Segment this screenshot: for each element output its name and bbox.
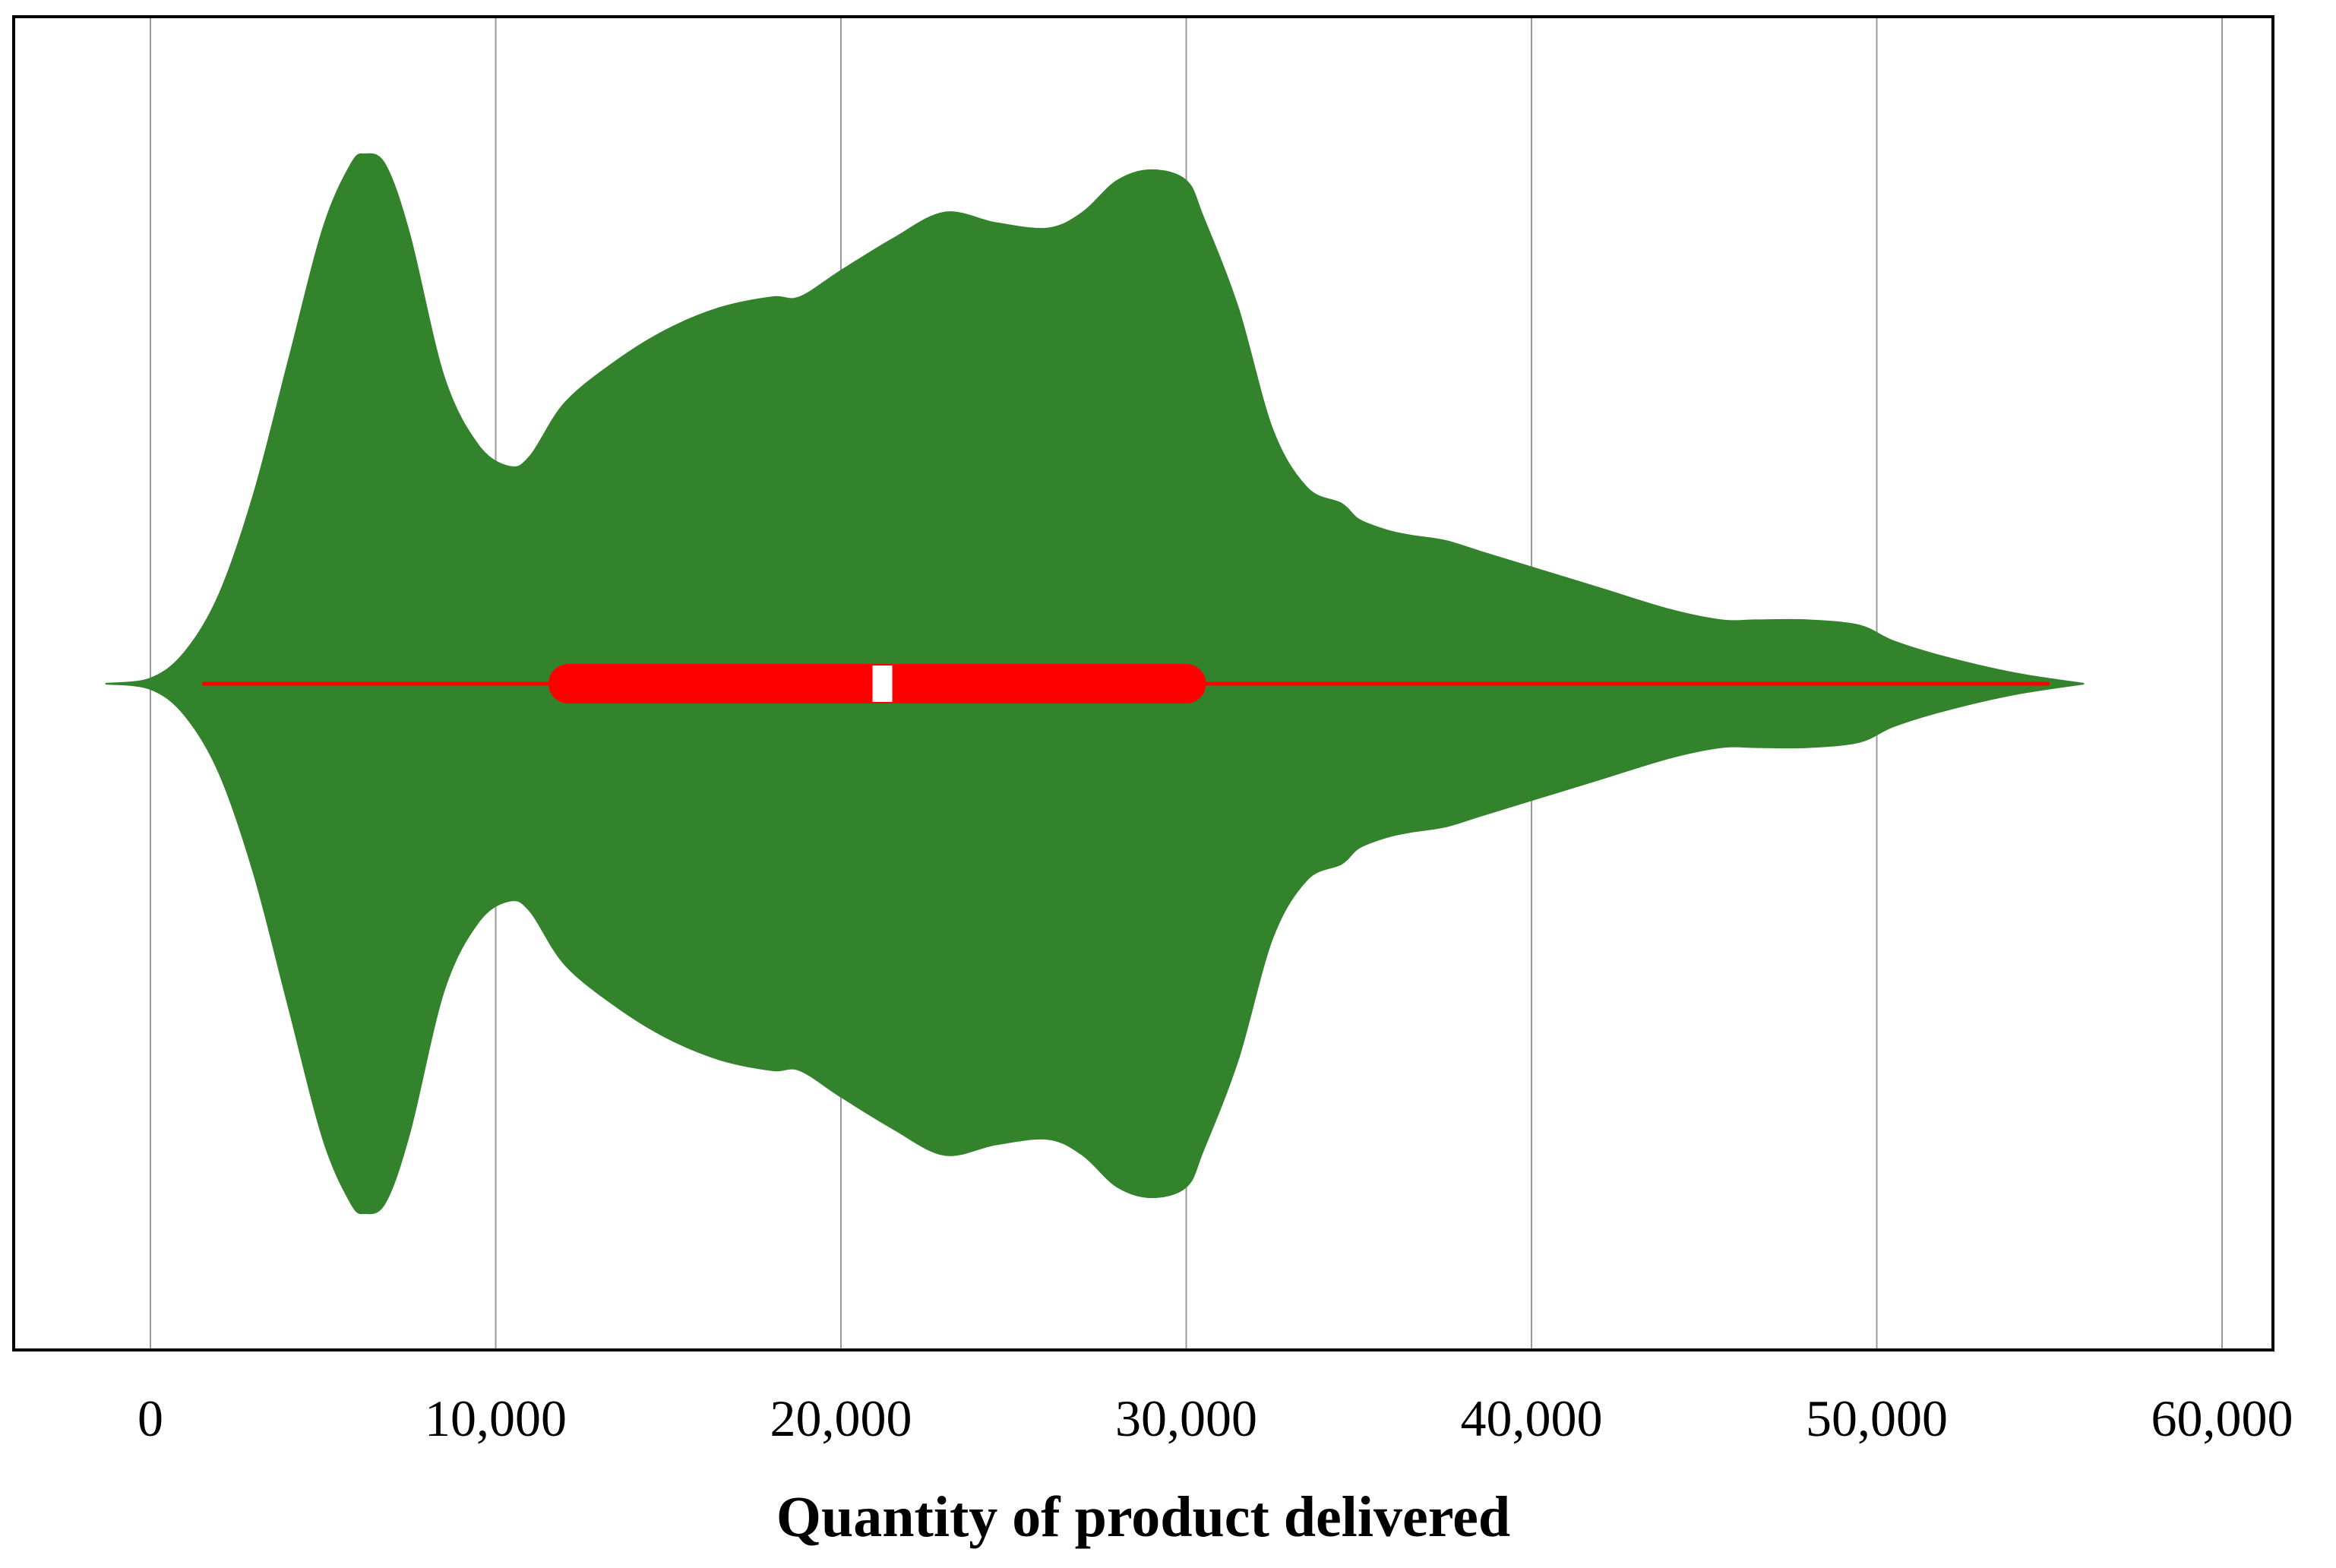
x-tick-label: 20,000	[770, 1389, 912, 1447]
median-marker	[872, 665, 893, 702]
x-tick-label: 50,000	[1806, 1389, 1948, 1447]
x-tick-label: 0	[138, 1389, 163, 1447]
x-axis-title: Quantity of product delivered	[776, 1485, 1510, 1549]
x-tick-label: 10,000	[425, 1389, 567, 1447]
x-tick-label: 30,000	[1115, 1389, 1257, 1447]
x-tick-labels: 0 10,000 20,000 30,000 40,000 50,000 60,000	[138, 1389, 2293, 1447]
box-plot	[202, 664, 2050, 703]
plot-frame	[12, 15, 2274, 1351]
x-tick-label: 40,000	[1461, 1389, 1603, 1447]
x-tick-label: 60,000	[2151, 1389, 2293, 1447]
